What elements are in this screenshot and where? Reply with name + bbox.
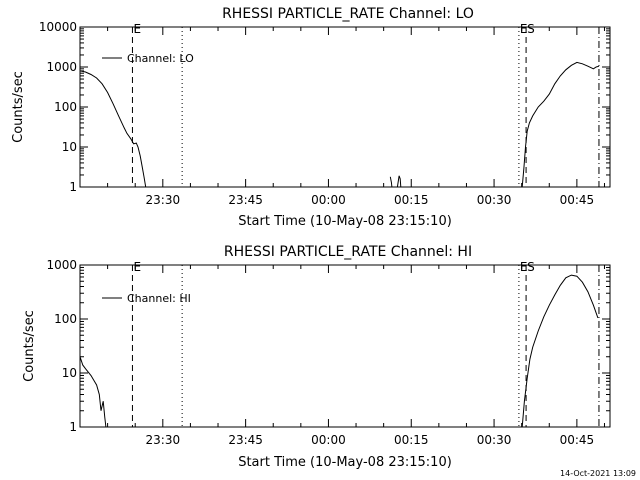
hi-xtick-label: 00:45 [560,433,595,447]
lo-marker-label: S [527,22,535,36]
hi-series [79,274,599,428]
lo-plot-frame [79,26,611,188]
lo-chart-title: RHESSI PARTICLE_RATE Channel: LO [222,6,474,22]
lo-series-line [396,175,402,188]
lo-channel-panel: RHESSI PARTICLE_RATE Channel: LO 1101001… [11,6,611,229]
lo-marker-label: E [133,22,141,36]
lo-ytick-label: 10000 [39,20,77,34]
hi-xtick-label: 00:30 [477,433,512,447]
lo-y-tick-labels: 1 10 100 1000 10000 [39,20,77,194]
footer-timestamp: 14-Oct-2021 13:09 [560,469,636,478]
lo-ticks [80,26,610,188]
hi-ytick-label: 100 [54,312,77,326]
lo-xtick-label: 00:30 [477,193,512,207]
hi-marker-label: E [133,260,141,274]
hi-xtick-label: 23:30 [146,433,181,447]
lo-ytick-label: 1000 [46,60,77,74]
lo-marker-label: E [520,22,528,36]
hi-ytick-label: 10 [62,366,77,380]
hi-y-axis-label: Counts/sec [22,310,37,382]
hi-ytick-label: 1 [69,420,77,434]
lo-series-line [389,176,393,188]
hi-legend-label: Channel: HI [127,292,191,305]
hi-x-tick-labels: 23:30 23:45 00:00 00:15 00:30 00:45 [146,433,595,447]
hi-channel-panel: RHESSI PARTICLE_RATE Channel: HI 1101001… [22,244,611,470]
lo-x-axis-label: Start Time (10-May-08 23:15:10) [238,214,452,229]
lo-series-line [79,70,147,188]
lo-series-line [521,61,600,188]
lo-xtick-label: 00:00 [311,193,346,207]
hi-marker-label: E [520,260,528,274]
hi-plot-frame [79,264,611,428]
lo-xtick-label: 23:45 [228,193,263,207]
hi-ticks [80,264,610,428]
lo-xtick-label: 00:45 [560,193,595,207]
hi-ytick-label: 1000 [46,258,77,272]
lo-time-markers [131,27,600,187]
lo-x-tick-labels: 23:30 23:45 00:00 00:15 00:30 00:45 [146,193,595,207]
hi-xtick-label: 00:00 [311,433,346,447]
lo-xtick-label: 23:30 [146,193,181,207]
lo-ytick-label: 1 [69,180,77,194]
hi-series-line [79,356,107,428]
lo-series [79,61,600,188]
lo-legend-label: Channel: LO [127,52,194,65]
lo-ytick-label: 10 [62,140,77,154]
hi-time-markers [131,265,600,427]
hi-chart-title: RHESSI PARTICLE_RATE Channel: HI [224,244,472,260]
hi-x-axis-label: Start Time (10-May-08 23:15:10) [238,455,452,470]
lo-xtick-label: 00:15 [394,193,429,207]
hi-xtick-label: 00:15 [394,433,429,447]
hi-xtick-label: 23:45 [228,433,263,447]
lo-y-axis-label: Counts/sec [11,71,26,143]
lo-ytick-label: 100 [54,100,77,114]
hi-series-line [521,274,599,428]
hi-y-tick-labels: 1 10 100 1000 [46,258,77,434]
hi-marker-label: S [527,260,535,274]
